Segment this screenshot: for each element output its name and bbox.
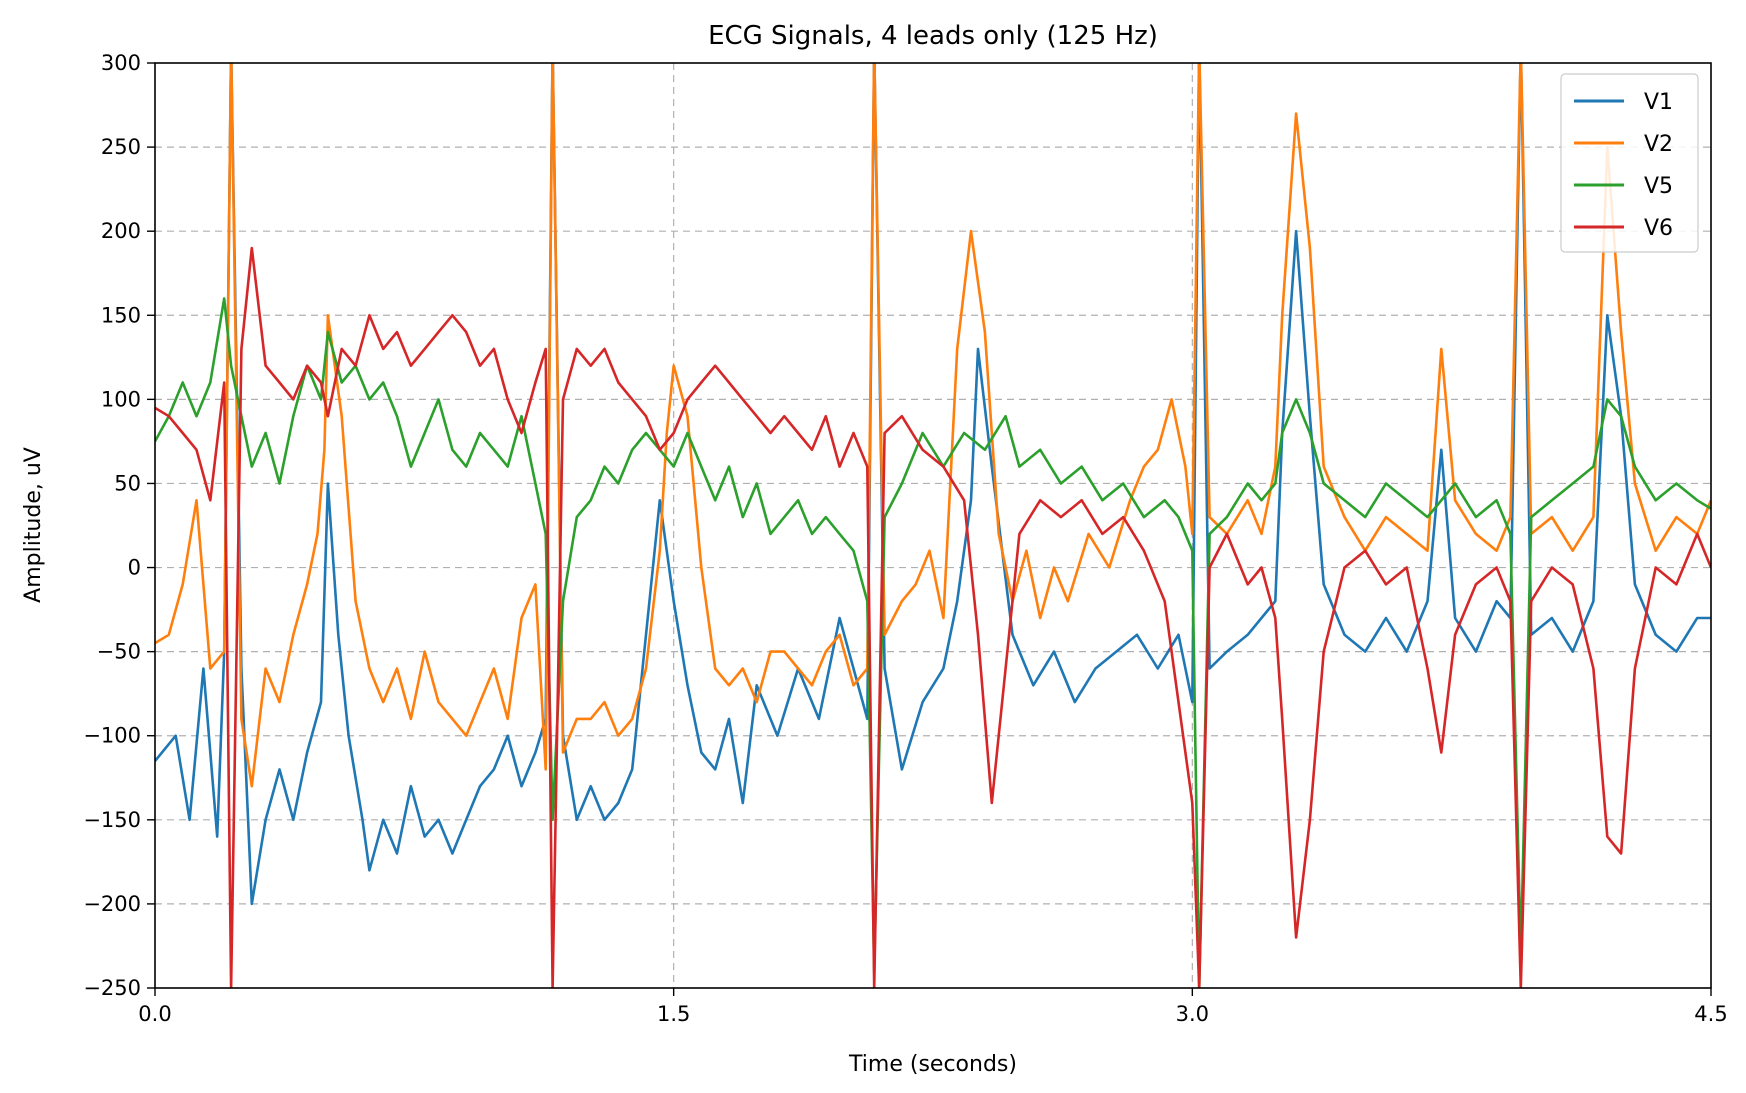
y-tick-label: 0 [128, 556, 141, 580]
y-tick-label: −50 [97, 640, 141, 664]
legend-label-v2: V2 [1644, 132, 1673, 157]
series-line-v2 [155, 63, 1711, 788]
y-tick-label: 150 [101, 303, 141, 327]
y-tick-label: −100 [83, 724, 141, 748]
x-tick-label: 4.5 [1694, 1002, 1727, 1026]
y-tick-label: −250 [83, 976, 141, 1000]
plot-frame [154, 62, 1712, 989]
legend-label-v1: V1 [1644, 90, 1673, 115]
x-tick-label: 3.0 [1176, 1002, 1209, 1026]
chart-title: ECG Signals, 4 leads only (125 Hz) [708, 21, 1158, 51]
y-tick-label: 300 [101, 51, 141, 75]
y-tick-label: 100 [101, 387, 141, 411]
legend-box [1560, 73, 1699, 253]
x-tick-label: 1.5 [657, 1002, 690, 1026]
x-tick-label: 0.0 [138, 1002, 171, 1026]
y-tick-label: 50 [114, 471, 141, 495]
y-tick-label: −150 [83, 808, 141, 832]
y-axis-title: Amplitude, uV [21, 447, 46, 603]
series-lines [155, 63, 1711, 988]
series-line-v1 [155, 63, 1711, 906]
y-tick-label: −200 [83, 892, 141, 916]
y-tick-label: 200 [101, 219, 141, 243]
legend-label-v5: V5 [1644, 174, 1673, 199]
y-tick-label: 250 [101, 135, 141, 159]
legend-label-v6: V6 [1644, 216, 1673, 241]
x-axis-title: Time (seconds) [848, 1052, 1017, 1077]
axis-ticks: −250 −200 −150 −100 −50 0 50 100 150 200 250 300 0.0… [83, 51, 1727, 1026]
series-line-v6 [155, 246, 1711, 988]
series-line-v5 [155, 297, 1711, 988]
legend: V1 V2 V5 V6 [1560, 73, 1699, 253]
